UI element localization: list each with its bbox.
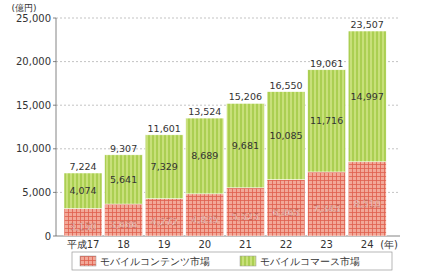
- total-label: 19,061: [310, 58, 343, 69]
- chart: (億円) 0 5,000 10,000 15,000 20,000 25,000 3,150 4…: [0, 0, 422, 275]
- bar-segment: [145, 199, 183, 236]
- total-label: 15,206: [229, 91, 262, 102]
- y-tick: [53, 148, 56, 149]
- x-tick-label: 平成17: [67, 239, 100, 250]
- y-tick: [53, 105, 56, 106]
- x-axis-title: (年): [380, 239, 398, 250]
- data-label: 10,085: [269, 130, 302, 141]
- y-tick-label: 0: [45, 231, 51, 242]
- bar-segment: [145, 135, 183, 199]
- bar-segment: [348, 162, 386, 236]
- data-label: 14,997: [351, 91, 384, 102]
- data-label: 3,666: [110, 219, 137, 230]
- data-label: 11,716: [310, 115, 343, 126]
- data-label: 8,689: [191, 150, 218, 161]
- bar-segment: [226, 188, 264, 236]
- bar-segment: [348, 31, 386, 162]
- data-label: 4,835: [191, 214, 218, 225]
- y-tick: [53, 61, 56, 62]
- bar-segment: [267, 92, 305, 180]
- y-axis: [56, 18, 57, 236]
- data-label: 9,681: [232, 140, 259, 151]
- x-tick-label: 19: [158, 239, 171, 250]
- data-label: 3,150: [69, 221, 96, 232]
- bar-segment: [267, 180, 305, 236]
- total-label: 13,524: [188, 106, 221, 117]
- bar-segment: [105, 204, 143, 236]
- data-label: 5,525: [232, 211, 259, 222]
- bar-segment: [226, 103, 264, 187]
- x-tick-label: 20: [198, 239, 211, 250]
- y-tick-label: 15,000: [16, 100, 51, 111]
- bar-segment: [64, 209, 102, 236]
- data-label: 7,345: [313, 203, 340, 214]
- data-label: 7,329: [151, 161, 178, 172]
- y-tick-label: 5,000: [22, 187, 51, 198]
- x-tick-label: 22: [280, 239, 293, 250]
- y-tick-label: 25,000: [16, 13, 51, 24]
- legend-swatch: [240, 256, 256, 266]
- bar-segment: [308, 70, 346, 172]
- bars: [64, 31, 386, 236]
- y-tick: [53, 192, 56, 193]
- y-tick-label: 20,000: [16, 56, 51, 67]
- bar-segment: [105, 155, 143, 204]
- y-axis-title: (億円): [11, 3, 36, 13]
- x-tick-label: 21: [239, 239, 252, 250]
- data-label: 6,465: [272, 207, 299, 218]
- x-tick-label: 18: [117, 239, 130, 250]
- y-tick: [53, 236, 56, 237]
- x-tick-label: 24: [361, 239, 374, 250]
- y-tick: [53, 18, 56, 19]
- total-label: 7,224: [69, 161, 96, 172]
- data-label: 8,510: [354, 198, 381, 209]
- legend: モバイルコンテンツ市場 モバイルコマース市場: [72, 252, 392, 270]
- legend-frame: [72, 252, 392, 270]
- x-tick-label: 23: [320, 239, 333, 250]
- data-labels: 3,150 4,074 7,224 3,666 5,641 9,307 4,272 7,329…: [69, 19, 383, 232]
- bar-segment: [186, 194, 224, 236]
- total-label: 16,550: [269, 80, 302, 91]
- data-label: 5,641: [110, 174, 137, 185]
- total-label: 9,307: [110, 143, 137, 154]
- y-tick-label: 10,000: [16, 143, 51, 154]
- total-label: 11,601: [148, 123, 181, 134]
- legend-label: モバイルコンテンツ市場: [100, 256, 210, 267]
- legend-label: モバイルコマース市場: [260, 256, 360, 267]
- data-label: 4,074: [69, 185, 96, 196]
- total-label: 23,507: [351, 19, 384, 30]
- data-label: 4,272: [151, 216, 178, 227]
- bar-segment: [64, 173, 102, 209]
- legend-swatch: [80, 256, 96, 266]
- bar-segment: [308, 172, 346, 236]
- grid-line: [56, 18, 400, 19]
- bar-segment: [186, 118, 224, 194]
